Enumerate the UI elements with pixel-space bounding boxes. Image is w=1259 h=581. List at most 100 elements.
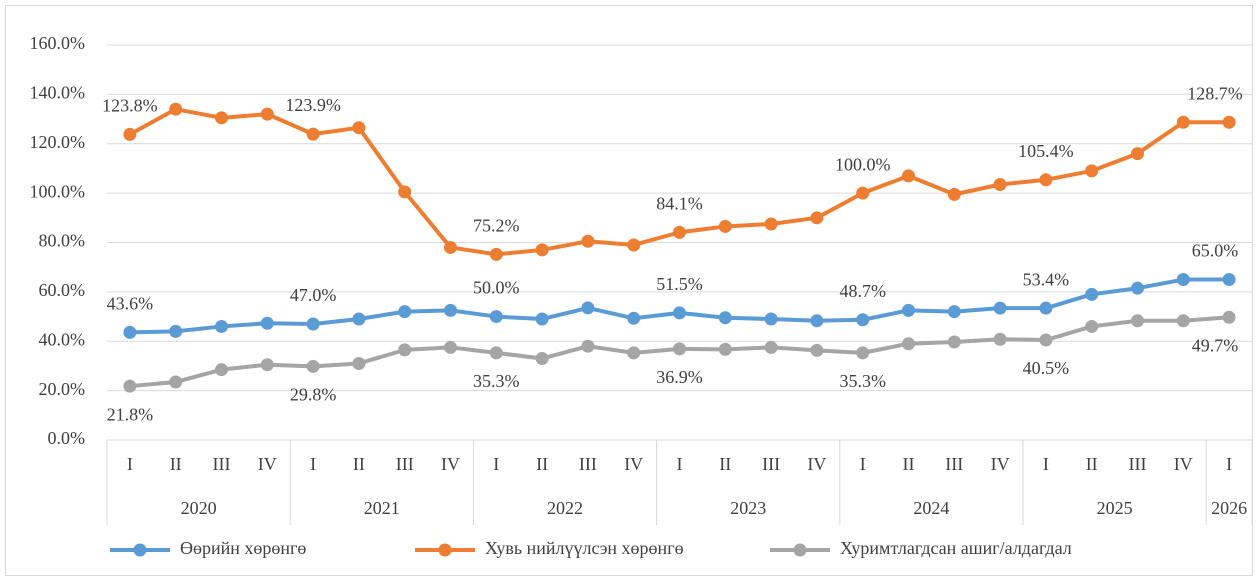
x-tick-label: IV: [1174, 454, 1193, 474]
data-point: [489, 346, 503, 360]
data-point: [810, 314, 824, 328]
data-label: 47.0%: [290, 285, 337, 305]
x-group-label: 2023: [730, 498, 766, 518]
data-point: [260, 316, 274, 330]
x-tick-label: I: [677, 454, 683, 474]
data-point: [1085, 164, 1099, 178]
legend-label: Хуримтлагдсан ашиг/алдагдал: [840, 538, 1072, 558]
data-point: [810, 211, 824, 225]
data-point: [123, 379, 137, 393]
x-tick-label: IV: [624, 454, 643, 474]
x-tick-label: III: [579, 454, 597, 474]
data-point: [1085, 287, 1099, 301]
x-tick-label: I: [493, 454, 499, 474]
data-point: [1176, 273, 1190, 287]
data-point: [1176, 115, 1190, 129]
data-label: 75.2%: [473, 215, 520, 235]
data-point: [1222, 115, 1236, 129]
data-point: [947, 335, 961, 349]
data-point: [718, 219, 732, 233]
data-point: [1222, 310, 1236, 324]
x-tick-label: II: [719, 454, 731, 474]
data-point: [306, 127, 320, 141]
data-point: [169, 102, 183, 116]
data-point: [856, 186, 870, 200]
x-tick-label: IV: [441, 454, 460, 474]
data-point: [352, 121, 366, 135]
data-point: [993, 301, 1007, 315]
y-tick-label: 140.0%: [30, 83, 86, 103]
data-label: 84.1%: [656, 194, 703, 214]
data-point: [260, 358, 274, 372]
data-point: [535, 312, 549, 326]
data-point: [444, 303, 457, 317]
data-point: [718, 311, 732, 325]
x-group-label: 2021: [364, 498, 400, 518]
data-point: [581, 339, 595, 353]
data-label: 40.5%: [1023, 358, 1070, 378]
x-tick-label: I: [310, 454, 316, 474]
data-point: [947, 305, 961, 319]
data-point: [581, 301, 595, 315]
data-point: [718, 342, 732, 356]
data-label: 49.7%: [1192, 335, 1239, 355]
data-point: [810, 343, 824, 357]
data-point: [352, 312, 366, 326]
data-point: [764, 217, 778, 231]
x-tick-label: I: [1043, 454, 1049, 474]
y-tick-label: 160.0%: [30, 33, 86, 53]
y-tick-label: 80.0%: [39, 231, 86, 251]
y-tick-label: 0.0%: [48, 428, 86, 448]
x-tick-label: III: [396, 454, 414, 474]
data-label: 35.3%: [839, 371, 886, 391]
data-point: [535, 243, 549, 257]
data-label: 48.7%: [839, 281, 886, 301]
data-label: 100.0%: [835, 154, 891, 174]
data-point: [1039, 301, 1053, 315]
x-tick-label: I: [860, 454, 866, 474]
data-label: 35.3%: [473, 371, 520, 391]
data-point: [444, 240, 457, 254]
data-point: [673, 306, 686, 320]
data-point: [169, 375, 183, 389]
data-point: [489, 310, 503, 324]
x-tick-label: II: [1086, 454, 1098, 474]
data-point: [398, 185, 412, 199]
data-label: 105.4%: [1018, 141, 1074, 161]
data-point: [215, 111, 228, 125]
x-group-label: 2026: [1211, 498, 1247, 518]
data-point: [260, 107, 274, 121]
data-point: [1039, 333, 1053, 347]
data-point: [1222, 273, 1236, 287]
x-tick-label: II: [170, 454, 182, 474]
data-label: 29.8%: [290, 385, 337, 405]
x-tick-label: IV: [991, 454, 1010, 474]
x-tick-label: IV: [258, 454, 277, 474]
data-point: [398, 305, 412, 319]
legend-label: Хувь нийлүүлсэн хөрөнгө: [485, 538, 684, 558]
x-tick-label: II: [903, 454, 915, 474]
data-point: [444, 340, 457, 354]
x-group-label: 2022: [547, 498, 583, 518]
x-group-label: 2020: [181, 498, 217, 518]
data-point: [535, 352, 549, 366]
data-point: [215, 363, 228, 377]
data-point: [1131, 147, 1144, 161]
data-point: [169, 324, 183, 338]
data-point: [306, 359, 320, 373]
data-label: 51.5%: [656, 274, 703, 294]
chart-border: [5, 5, 1253, 576]
legend-label: Өөрийн хөрөнгө: [180, 538, 306, 558]
y-tick-label: 100.0%: [30, 181, 86, 201]
data-point: [902, 169, 915, 183]
data-point: [352, 356, 366, 370]
data-label: 50.0%: [473, 278, 520, 298]
y-tick-label: 40.0%: [39, 329, 86, 349]
data-label: 65.0%: [1192, 241, 1239, 261]
data-point: [581, 234, 595, 248]
x-tick-label: III: [213, 454, 231, 474]
data-point: [993, 332, 1007, 346]
x-tick-label: III: [945, 454, 963, 474]
x-group-label: 2024: [913, 498, 949, 518]
